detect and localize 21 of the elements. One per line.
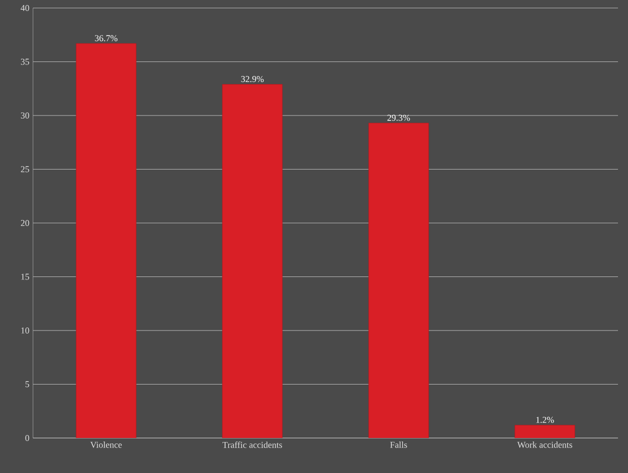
x-tick-label: Falls bbox=[390, 442, 408, 448]
y-tick-label: 5 bbox=[26, 381, 30, 388]
y-tick-label: 40 bbox=[20, 4, 30, 12]
y-tick-label: 20 bbox=[20, 220, 30, 226]
y-tick-label: 30 bbox=[20, 112, 30, 119]
data-label: 36.7% bbox=[94, 35, 118, 42]
data-label: 29.3% bbox=[387, 114, 410, 121]
x-tick-label: Work accidents bbox=[517, 442, 572, 448]
data-label: 32.9% bbox=[241, 76, 264, 82]
bar bbox=[222, 84, 283, 438]
bar bbox=[76, 43, 136, 438]
y-tick-label: 15 bbox=[21, 274, 30, 280]
y-tick-label: 35 bbox=[20, 58, 30, 65]
y-tick-label: 0 bbox=[25, 434, 30, 442]
bar bbox=[368, 122, 429, 438]
bar bbox=[514, 424, 576, 438]
x-tick-label: Traffic accidents bbox=[222, 442, 282, 448]
data-label: 1.2% bbox=[536, 416, 554, 423]
x-tick-label: Violence bbox=[90, 442, 122, 448]
y-tick-label: 10 bbox=[21, 327, 30, 334]
y-tick-label: 25 bbox=[20, 166, 30, 172]
